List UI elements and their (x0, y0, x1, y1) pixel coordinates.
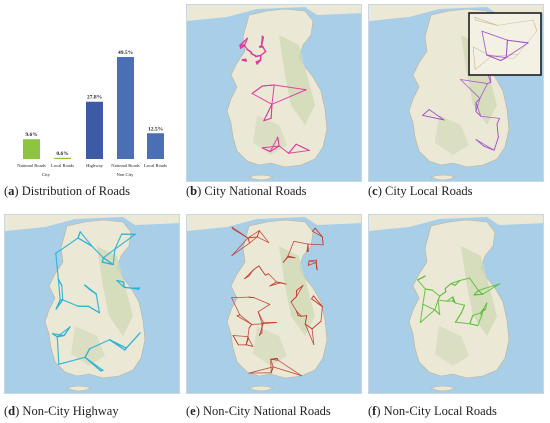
korea-map-f (369, 215, 543, 393)
bar-chart-svg: 9.6% National Roads 0.6% Local Roads 27.8% Hi… (17, 50, 167, 177)
caption-a: (a) Distribution of Roads (4, 184, 131, 198)
caption-a-title: Distribution of Roads (21, 184, 131, 198)
bar-3 (117, 57, 134, 159)
caption-c: (c) City Local Roads (368, 184, 473, 198)
caption-c-letter: c (372, 184, 378, 198)
category-tick-label: Local Roads (51, 163, 74, 168)
caption-e: (e) Non-City National Roads (186, 404, 331, 418)
caption-b: (b) City National Roads (186, 184, 307, 198)
group-label-city: City (42, 172, 51, 177)
caption-d-title: Non-City Highway (22, 404, 119, 418)
category-tick-label: Local Roads (144, 163, 167, 168)
bar-4 (147, 133, 164, 159)
map-non-city-national-roads (186, 214, 362, 394)
caption-f: (f) Non-City Local Roads (368, 404, 497, 418)
caption-f-title: Non-City Local Roads (383, 404, 497, 418)
bar-value-label: 0.6% (56, 151, 68, 157)
caption-d: (d) Non-City Highway (4, 404, 119, 418)
category-tick-label: National Roads (111, 163, 140, 168)
map-non-city-local-roads (368, 214, 544, 394)
map-city-local-roads (368, 4, 544, 182)
caption-e-title: Non-City National Roads (203, 404, 331, 418)
category-tick-label: Highway (86, 163, 104, 168)
caption-a-letter: a (8, 184, 15, 198)
korea-map-b (187, 5, 361, 181)
caption-b-letter: b (190, 184, 198, 198)
bar-1 (54, 157, 71, 159)
bar-value-label: 27.8% (87, 95, 102, 101)
bar-2 (86, 101, 103, 159)
korea-map-e (187, 215, 361, 393)
distribution-chart: 9.6% National Roads 0.6% Local Roads 27.8% Hi… (4, 4, 180, 182)
bar-value-label: 49.5% (118, 50, 133, 56)
caption-d-letter: d (8, 404, 16, 418)
caption-b-title: City National Roads (204, 184, 307, 198)
bar-0 (23, 139, 40, 159)
map-city-national-roads (186, 4, 362, 182)
bar-value-label: 9.6% (25, 132, 37, 138)
caption-e-letter: e (190, 404, 196, 418)
caption-c-title: City Local Roads (385, 184, 473, 198)
category-tick-label: National Roads (17, 163, 46, 168)
korea-map-d (5, 215, 179, 393)
korea-map-c (369, 5, 543, 181)
map-non-city-highway (4, 214, 180, 394)
caption-f-letter: f (372, 404, 377, 418)
group-label-non-city: Non City (117, 172, 135, 177)
bar-value-label: 12.5% (148, 126, 163, 132)
